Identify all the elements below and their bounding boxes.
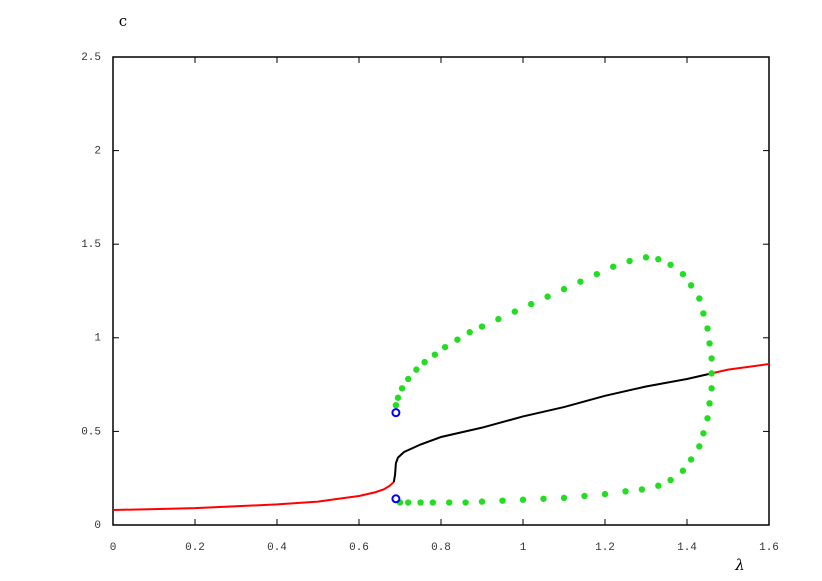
plot-frame xyxy=(112,56,770,526)
orbit-point xyxy=(626,257,633,265)
x-tick-label: 1.4 xyxy=(677,542,697,554)
orbit-point xyxy=(679,270,687,278)
orbit-point xyxy=(700,430,707,437)
orbit-point xyxy=(560,494,568,502)
orbit-point xyxy=(462,499,469,506)
orbit-point xyxy=(601,490,609,498)
orbit-point xyxy=(454,336,461,343)
orbit-point xyxy=(421,358,428,366)
y-tick-label: 1.5 xyxy=(81,239,101,251)
orbit-point xyxy=(655,255,662,263)
y-tick-label: 2.5 xyxy=(81,52,101,64)
y-tick-label: 2 xyxy=(94,146,101,158)
orbit-point xyxy=(706,400,713,407)
x-tick-label: 1 xyxy=(520,542,527,554)
orbit-point xyxy=(655,482,662,489)
orbit-point xyxy=(540,495,547,502)
orbit-point xyxy=(528,300,535,308)
x-tick-label: 0 xyxy=(110,542,117,554)
y-axis-label: c xyxy=(119,12,127,30)
orbit-point xyxy=(696,295,703,302)
orbit-point xyxy=(667,476,674,484)
orbit-point xyxy=(413,366,420,373)
orbit-point xyxy=(687,282,695,289)
x-tick-label: 0.8 xyxy=(431,542,451,554)
y-tick-label: 1 xyxy=(94,333,101,345)
orbit-point xyxy=(706,340,713,347)
x-tick-label: 0.2 xyxy=(185,542,205,554)
orbit-point xyxy=(431,351,439,358)
orbit-point xyxy=(679,467,687,474)
orbit-point xyxy=(478,323,486,330)
x-tick-label: 0.4 xyxy=(267,542,287,554)
orbit-point xyxy=(394,394,402,401)
orbit-point xyxy=(704,325,711,332)
orbit-point xyxy=(642,254,650,261)
orbit-point xyxy=(466,328,473,336)
bifurcation-point xyxy=(391,494,401,504)
orbit-point xyxy=(610,263,617,270)
orbit-point xyxy=(667,261,674,268)
orbit-point xyxy=(638,486,646,493)
x-tick-label: 0.6 xyxy=(349,542,369,554)
orbit-point xyxy=(544,293,551,300)
orbit-point xyxy=(577,278,584,285)
orbit-point xyxy=(708,370,715,377)
orbit-point xyxy=(392,401,400,409)
orbit-point xyxy=(441,343,449,351)
x-tick-label: 1.6 xyxy=(759,542,779,554)
orbit-point xyxy=(519,496,527,503)
orbit-point xyxy=(405,375,412,383)
orbit-point xyxy=(593,270,600,278)
orbit-point xyxy=(622,488,629,495)
orbit-point xyxy=(495,315,502,323)
x-axis-label: λ xyxy=(734,556,745,574)
orbit-point xyxy=(499,497,506,504)
curve xyxy=(392,372,712,483)
y-tick-label: 0 xyxy=(94,520,101,532)
orbit-point xyxy=(478,498,486,505)
curve xyxy=(711,363,770,375)
orbit-point xyxy=(560,285,568,293)
orbit-point xyxy=(708,355,715,362)
orbit-point xyxy=(581,492,588,500)
curve xyxy=(112,481,395,512)
orbit-point xyxy=(417,499,424,506)
x-tick-label: 1.2 xyxy=(595,542,615,554)
orbit-point xyxy=(429,499,436,506)
orbit-point xyxy=(700,310,707,317)
orbit-point xyxy=(398,385,406,392)
orbit-point xyxy=(704,415,711,422)
orbit-point xyxy=(405,499,412,506)
orbit-point xyxy=(708,385,715,392)
bifurcation-point xyxy=(391,408,401,418)
orbit-point xyxy=(446,499,453,506)
y-tick-label: 0.5 xyxy=(81,426,101,438)
orbit-point xyxy=(511,308,518,315)
orbit-point xyxy=(687,456,695,463)
orbit-point xyxy=(696,443,703,450)
